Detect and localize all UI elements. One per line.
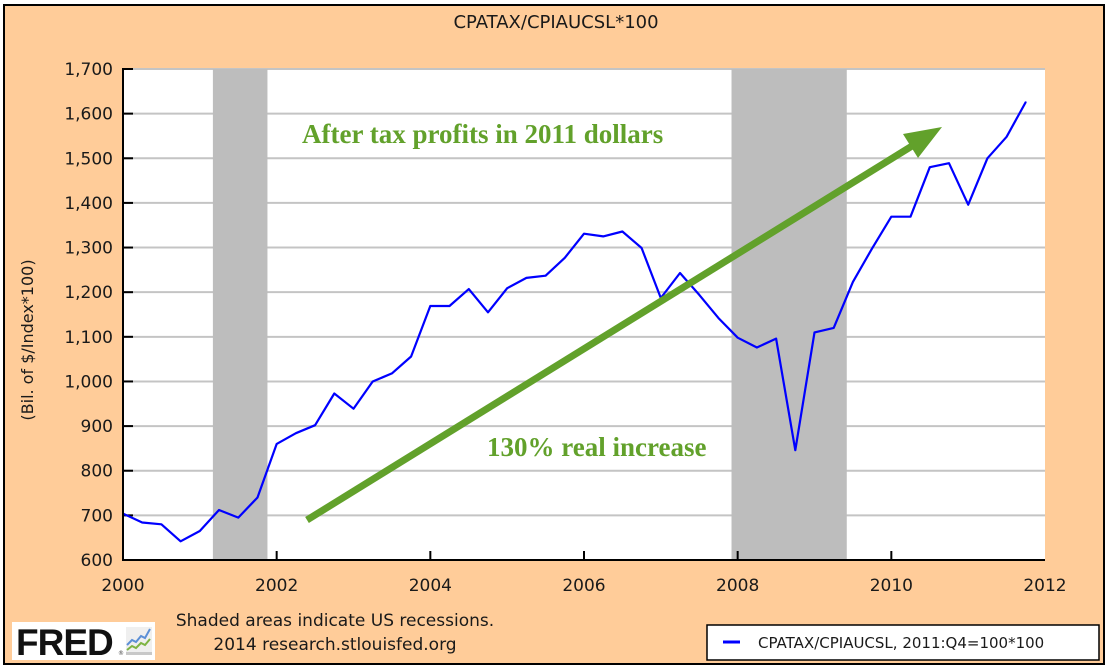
fred-logo-registered: ®	[118, 650, 124, 657]
data-point	[909, 215, 912, 218]
data-point	[371, 380, 374, 383]
data-point	[871, 247, 873, 250]
y-tick-label: 1,500	[64, 149, 113, 169]
y-tick-label: 800	[81, 462, 113, 482]
data-point	[333, 392, 336, 395]
data-point	[967, 203, 969, 206]
data-point	[890, 215, 893, 218]
x-tick-label: 2008	[716, 576, 759, 596]
data-point	[218, 509, 220, 511]
data-point	[199, 530, 201, 532]
data-point	[986, 157, 989, 160]
plot-area	[123, 69, 1045, 560]
x-tick-labels: 2000 2002 2004 2006 2008 2010 2012	[101, 576, 1066, 596]
x-tick-label: 2002	[255, 576, 298, 596]
data-point	[410, 355, 412, 358]
data-point	[391, 372, 393, 375]
y-tick-labels: 600 700 800 900 1,000 1,100 1,200 1,300 1,400 1,5…	[64, 60, 113, 571]
data-point	[736, 336, 739, 339]
recession-band	[212, 69, 268, 560]
data-point	[352, 407, 355, 410]
data-point	[717, 317, 720, 319]
data-point	[275, 443, 278, 445]
trend-arrow-head	[903, 127, 942, 158]
data-point	[602, 235, 605, 238]
data-point	[467, 288, 470, 290]
y-tick-label: 1,600	[64, 105, 113, 125]
data-point	[544, 274, 547, 277]
data-point	[237, 516, 240, 519]
source-note: 2014 research.stlouisfed.org	[213, 635, 456, 655]
data-point	[256, 496, 259, 499]
y-tick-label: 600	[81, 551, 113, 571]
data-point	[1024, 101, 1027, 103]
data-point	[794, 449, 797, 451]
data-point	[141, 521, 144, 524]
x-tick-label: 2010	[870, 576, 913, 596]
legend: CPATAX/CPIAUCSL, 2011:Q4=100*100	[706, 624, 1100, 661]
data-point	[813, 331, 816, 334]
trend-arrow	[305, 127, 942, 523]
annotation-real-increase: 130% real increase	[487, 432, 706, 462]
data-point	[1005, 136, 1008, 138]
y-tick-label: 900	[81, 417, 113, 437]
data-point	[679, 272, 681, 274]
data-point	[429, 305, 432, 307]
data-point	[852, 281, 854, 283]
legend-entry-label: CPATAX/CPIAUCSL, 2011:Q4=100*100	[758, 634, 1044, 652]
y-tick-label: 1,000	[64, 372, 113, 392]
series-line-0	[122, 101, 1027, 543]
data-point	[640, 247, 643, 249]
legend-box	[706, 624, 1100, 661]
data-point	[756, 346, 758, 349]
x-tick-label: 2004	[409, 576, 452, 596]
y-tick-label: 1,300	[64, 239, 113, 259]
recession-band	[731, 69, 847, 560]
data-point	[160, 523, 163, 526]
data-point	[832, 327, 835, 329]
x-tick-label: 2012	[1023, 576, 1066, 596]
data-point	[948, 162, 950, 164]
y-axis-label: (Bil. of $/Index*100)	[18, 259, 37, 420]
y-tick-label: 700	[81, 506, 113, 526]
gridlines	[123, 68, 1045, 517]
data-point	[928, 166, 931, 168]
recession-note: Shaded areas indicate US recessions.	[176, 611, 494, 631]
data-point	[525, 277, 528, 279]
data-point	[775, 337, 777, 340]
annotation-after-tax-profits: After tax profits in 2011 dollars	[302, 119, 663, 149]
data-point	[487, 311, 489, 314]
fred-logo-text: FRED	[16, 622, 113, 663]
chart-icon	[126, 627, 152, 655]
data-point	[621, 230, 624, 233]
chart-title: CPATAX/CPIAUCSL*100	[453, 12, 658, 33]
data-point	[506, 287, 508, 289]
data-point	[448, 305, 451, 307]
data-point	[179, 540, 182, 543]
y-tick-label: 1,100	[64, 328, 113, 348]
data-point	[698, 294, 701, 296]
data-point	[583, 232, 585, 235]
x-tick-label: 2000	[101, 576, 144, 596]
data-point	[295, 432, 297, 435]
y-tick-label: 1,700	[64, 60, 113, 80]
fred-logo: FRED ®	[12, 622, 155, 663]
y-tick-label: 1,200	[64, 283, 113, 303]
x-tick-label: 2006	[562, 576, 605, 596]
data-point	[563, 257, 566, 259]
data-point	[314, 424, 316, 426]
recession-bands	[212, 69, 847, 560]
series-layer	[122, 101, 1027, 543]
trend-arrow-shaft	[305, 143, 914, 523]
y-tick-label: 1,400	[64, 194, 113, 214]
